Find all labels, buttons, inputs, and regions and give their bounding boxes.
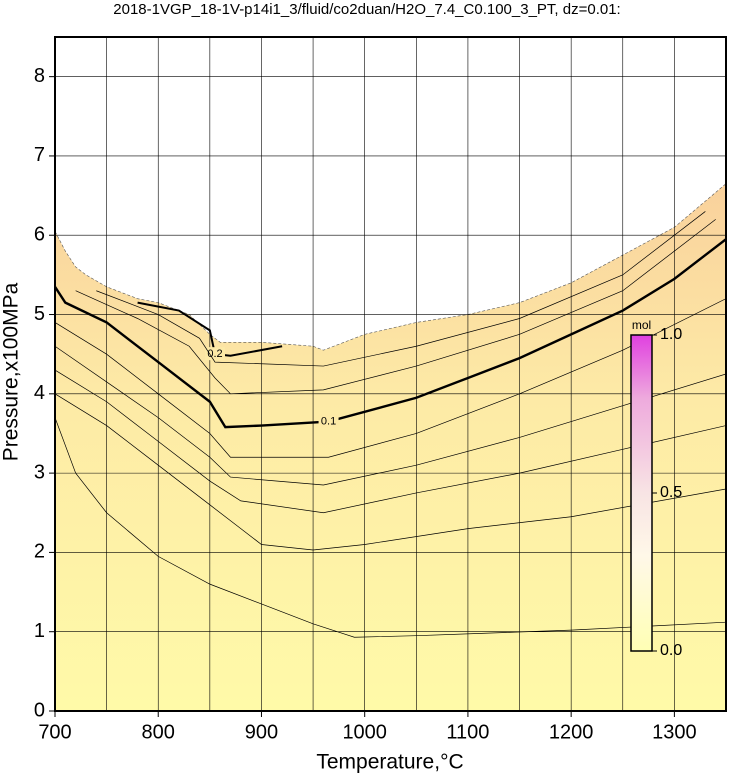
plot-frame xyxy=(54,36,727,712)
contour-line xyxy=(96,211,706,367)
contour-label-bg xyxy=(318,414,339,428)
x-tick-label: 1200 xyxy=(549,721,594,743)
x-tick-label: 1300 xyxy=(652,721,697,743)
y-tick-label: 4 xyxy=(34,382,45,404)
y-tick-label: 6 xyxy=(34,224,45,246)
plot-area: 0.2 0.1 xyxy=(55,37,726,711)
x-tick-label: 800 xyxy=(142,721,175,743)
colorbar-tick-label: 1.0 xyxy=(660,326,682,343)
boundary-area xyxy=(55,183,726,711)
contour-label: 0.1 xyxy=(321,415,336,427)
contour-line xyxy=(55,417,726,638)
colorbar xyxy=(630,334,653,652)
x-tick-label: 1000 xyxy=(342,721,387,743)
overlay: 700 800 900 1000 1100 1200 1300 0 1 2 3 4 5 6 7 8 mol 0.0… xyxy=(34,36,727,743)
contour-line xyxy=(55,345,726,486)
colorbar-tick-label: 0.0 xyxy=(660,642,682,659)
y-tick-label: 3 xyxy=(34,461,45,483)
contour-line xyxy=(55,393,726,551)
y-tick-label: 0 xyxy=(34,699,45,721)
y-tick-label: 1 xyxy=(34,620,45,642)
y-tick-label: 2 xyxy=(34,541,45,563)
y-tick-label: 7 xyxy=(34,144,45,166)
contour-label-bg xyxy=(205,347,226,361)
contour-line xyxy=(137,301,283,357)
colorbar-label: mol xyxy=(632,318,651,332)
colorbar-tick-label: 0.5 xyxy=(660,484,682,501)
contour-line xyxy=(55,298,726,458)
x-tick-label: 1100 xyxy=(446,721,489,743)
x-tick-label: 700 xyxy=(38,721,71,743)
x-tick-label: 900 xyxy=(245,721,278,743)
y-axis-label: Pressure,x100MPa xyxy=(0,282,23,461)
y-tick-label: 5 xyxy=(34,303,45,325)
x-axis-label: Temperature,°C xyxy=(316,751,463,774)
y-tick-label: 8 xyxy=(34,65,45,87)
contour-label: 0.2 xyxy=(207,348,222,360)
contour-line xyxy=(75,219,716,395)
contour-line xyxy=(55,369,726,514)
chart-title: 2018-1VGP_18-1V-p14i1_3/fluid/co2duan/H2… xyxy=(113,1,620,18)
